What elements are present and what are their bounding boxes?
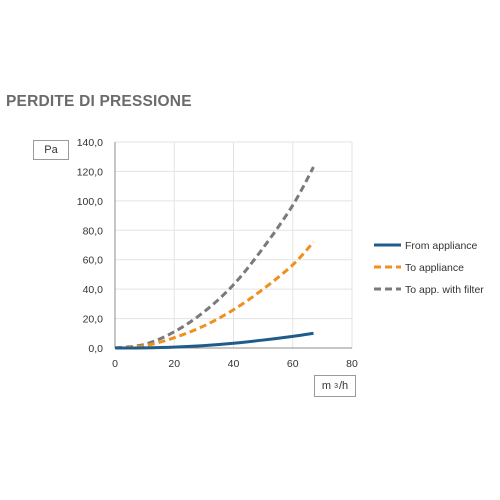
series-lines (114, 166, 315, 350)
series-line-from-appliance (114, 331, 314, 350)
x-tick-label: 20 (168, 358, 180, 370)
y-tick-label: 0,0 (88, 343, 103, 355)
y-tick-label: 40,0 (83, 284, 104, 296)
x-axis-label-tail: /h (338, 380, 349, 392)
x-axis-label-sup: 3 (334, 382, 338, 390)
x-axis-label: m 3/h (314, 375, 356, 397)
y-tick-label: 60,0 (83, 255, 104, 267)
x-tick-label: 40 (228, 358, 240, 370)
y-tick-labels: 0,0 20,0 40,0 60,0 80,0 100,0 120,0 140,0 (77, 137, 103, 355)
x-tick-label: 80 (346, 358, 358, 370)
legend-label: To app. with filter (405, 284, 484, 296)
legend-label: From appliance (405, 240, 478, 252)
x-tick-labels: 0 20 40 60 80 (112, 358, 358, 370)
y-tick-label: 20,0 (83, 314, 104, 326)
legend: From appliance To appliance To app. with f… (374, 240, 484, 296)
y-tick-label: 120,0 (77, 166, 103, 178)
x-axis-label-base: m (321, 380, 331, 392)
chart-title: PERDITE DI PRESSIONE (6, 93, 192, 110)
y-axis-label: Pa (33, 140, 69, 160)
y-tick-label: 100,0 (77, 196, 103, 208)
legend-label: To appliance (405, 262, 464, 274)
y-tick-label: 140,0 (77, 137, 103, 149)
y-tick-label: 80,0 (83, 225, 104, 237)
series-line-to-appliance (114, 241, 315, 350)
grid (115, 141, 353, 348)
x-tick-label: 60 (287, 358, 299, 370)
x-tick-label: 0 (112, 358, 118, 370)
series-line-to-app-with-filter (114, 166, 315, 350)
y-axis-label-text: Pa (44, 144, 58, 156)
